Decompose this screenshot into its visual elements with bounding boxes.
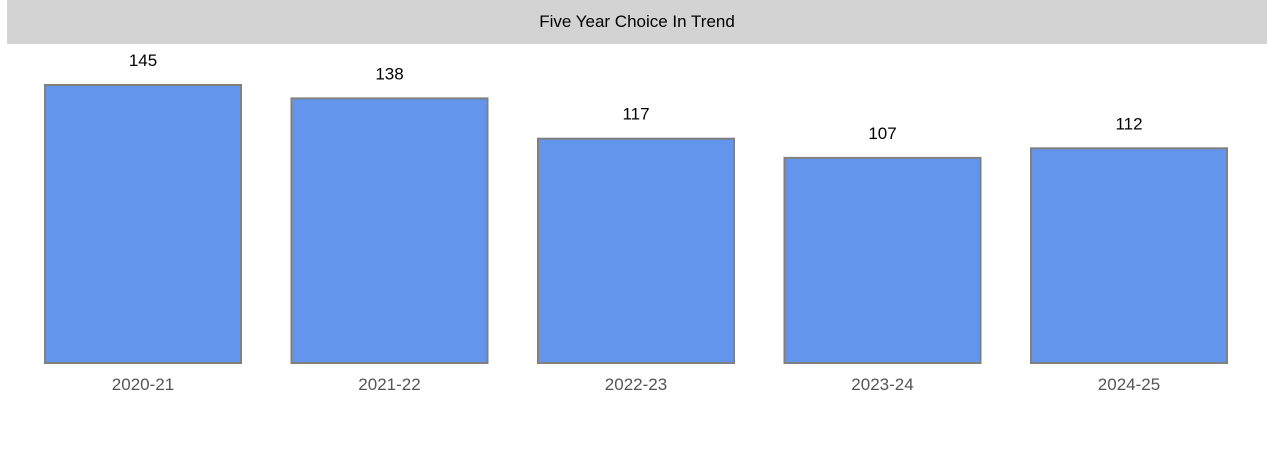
value-label-2022-23: 117 xyxy=(622,105,649,124)
category-labels-group: 2020-21 2021-22 2022-23 2023-24 2024-25 xyxy=(112,375,1160,394)
bar-2021-22 xyxy=(290,97,489,365)
bars-group xyxy=(44,84,1228,365)
value-labels-group: 145 138 117 107 112 xyxy=(129,51,1143,143)
value-label-2021-22: 138 xyxy=(375,64,403,83)
value-label-2023-24: 107 xyxy=(868,124,896,143)
category-label-2022-23: 2022-23 xyxy=(605,375,667,394)
bar-2024-25 xyxy=(1030,147,1228,364)
bar-2022-23 xyxy=(537,137,735,364)
category-label-2023-24: 2023-24 xyxy=(851,375,913,394)
category-label-2024-25: 2024-25 xyxy=(1098,375,1160,394)
category-label-2021-22: 2021-22 xyxy=(358,375,420,394)
bar-2023-24 xyxy=(783,156,982,364)
bar-2020-21 xyxy=(44,84,242,364)
value-label-2020-21: 145 xyxy=(129,51,157,70)
chart-title: Five Year Choice In Trend xyxy=(7,0,1267,44)
value-label-2024-25: 112 xyxy=(1115,114,1142,133)
category-label-2020-21: 2020-21 xyxy=(112,375,174,394)
